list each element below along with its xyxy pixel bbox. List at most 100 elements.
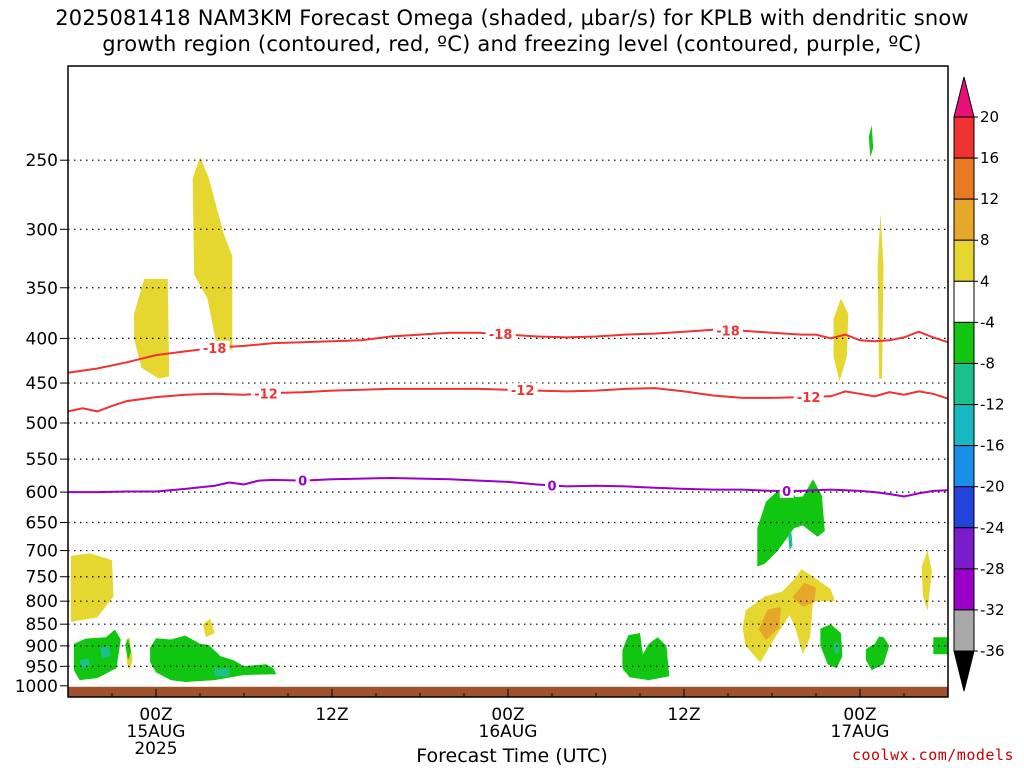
omega-region-21 bbox=[100, 645, 111, 659]
xtick-label-0-2: 2025 bbox=[134, 739, 177, 759]
contour-label-0-0: -18 bbox=[203, 342, 227, 357]
xtick-label-0-0: 00Z bbox=[139, 705, 172, 725]
xtick-label-3-0: 12Z bbox=[667, 705, 700, 725]
ytick-label-550: 550 bbox=[26, 450, 58, 470]
xtick-label-4-1: 17AUG bbox=[831, 722, 890, 742]
xtick-label-2-0: 00Z bbox=[491, 705, 524, 725]
omega-region-15 bbox=[757, 479, 825, 567]
colorbar-swatch-8 bbox=[953, 445, 975, 488]
colorbar-label-7: -12 bbox=[980, 396, 1005, 414]
y-axis-ticks: 2503003504004505005506006507007508008509… bbox=[15, 151, 68, 697]
contour-label-bg-1-2 bbox=[793, 389, 824, 404]
colorbar-swatch-3 bbox=[953, 239, 975, 282]
omega-region-23 bbox=[788, 529, 793, 551]
ytick-label-300: 300 bbox=[26, 220, 58, 240]
colorbar-label-3: 8 bbox=[980, 231, 990, 249]
contour-line-2 bbox=[68, 476, 949, 498]
omega-region-3 bbox=[202, 618, 215, 638]
omega-region-8 bbox=[742, 569, 836, 663]
omega-colorbar: 20 16 12 8 4 -4 -8 -12 -16 -20 -24 -28 -32 -36 bbox=[953, 76, 1005, 692]
ytick-label-250: 250 bbox=[26, 151, 58, 171]
colorbar-swatch-5 bbox=[953, 321, 975, 364]
colorbar-label-5: -4 bbox=[980, 313, 995, 331]
ytick-label-600: 600 bbox=[26, 483, 58, 503]
colorbar-swatch-10 bbox=[953, 527, 975, 570]
colorbar-swatch-4 bbox=[953, 280, 975, 323]
xtick-label-2-1: 16AUG bbox=[479, 722, 538, 742]
colorbar-label-13: -36 bbox=[980, 642, 1005, 660]
contour-label-0-1: -18 bbox=[489, 328, 513, 343]
colorbar-label-10: -24 bbox=[980, 519, 1005, 537]
contour-line-0 bbox=[67, 328, 949, 374]
omega-region-1 bbox=[134, 279, 170, 379]
contour-label-bg-2-2 bbox=[779, 483, 794, 498]
ytick-label-850: 850 bbox=[26, 615, 58, 635]
temperature-contours: -18 -18 -18 -12 -12 -12 0 0 0 bbox=[67, 323, 949, 500]
contour-label-bg-1-0 bbox=[251, 386, 281, 401]
omega-region-17 bbox=[865, 636, 890, 671]
ytick-label-950: 950 bbox=[26, 657, 58, 677]
colorbar-label-11: -28 bbox=[980, 560, 1005, 578]
xtick-label-4-0: 00Z bbox=[843, 705, 876, 725]
colorbar-swatch-11 bbox=[953, 568, 975, 611]
contour-label-1-1: -12 bbox=[511, 384, 535, 399]
contour-label-1-2: -12 bbox=[797, 391, 821, 406]
colorbar-swatch-7 bbox=[953, 404, 975, 447]
ytick-label-1000: 1000 bbox=[15, 677, 58, 697]
colorbar-swatch-0 bbox=[953, 116, 975, 159]
x-axis-label: Forecast Time (UTC) bbox=[416, 745, 608, 767]
ytick-label-800: 800 bbox=[26, 592, 58, 612]
colorbar-swatch-9 bbox=[953, 486, 975, 529]
contour-label-bg-0-0 bbox=[199, 340, 230, 355]
colorbar-top-arrow bbox=[953, 76, 975, 118]
omega-region-13 bbox=[150, 635, 277, 682]
contour-label-bg-0-2 bbox=[713, 323, 743, 338]
omega-region-0 bbox=[70, 553, 114, 622]
ytick-label-400: 400 bbox=[26, 329, 58, 349]
contour-label-bg-0-1 bbox=[485, 327, 516, 342]
omega-region-7 bbox=[921, 550, 932, 611]
omega-region-22 bbox=[214, 668, 230, 677]
colorbar-label-6: -8 bbox=[980, 354, 995, 372]
contour-label-bg-2-0 bbox=[295, 473, 310, 488]
colorbar-label-1: 16 bbox=[980, 149, 999, 167]
contour-label-2-1: 0 bbox=[547, 479, 556, 494]
colorbar-label-8: -16 bbox=[980, 437, 1005, 455]
omega-region-10 bbox=[792, 582, 816, 607]
omega-region-12 bbox=[125, 638, 132, 661]
ytick-label-450: 450 bbox=[26, 374, 58, 394]
ytick-label-650: 650 bbox=[26, 513, 58, 533]
omega-shading bbox=[70, 125, 948, 682]
site-credit[interactable]: coolwx.com/models bbox=[851, 746, 1014, 764]
ytick-label-500: 500 bbox=[26, 414, 58, 434]
contour-label-bg-1-1 bbox=[507, 383, 538, 398]
colorbar-swatch-1 bbox=[953, 157, 975, 200]
colorbar-label-12: -32 bbox=[980, 601, 1005, 619]
colorbar-label-0: 20 bbox=[980, 108, 999, 126]
omega-region-18 bbox=[933, 637, 948, 655]
omega-region-14 bbox=[622, 633, 670, 681]
colorbar-swatch-12 bbox=[953, 609, 975, 652]
contour-label-2-2: 0 bbox=[782, 485, 791, 500]
ytick-label-750: 750 bbox=[26, 568, 58, 588]
omega-region-19 bbox=[868, 125, 874, 158]
omega-region-11 bbox=[73, 629, 121, 681]
omega-region-9 bbox=[758, 606, 781, 640]
contour-label-bg-2-1 bbox=[545, 478, 559, 493]
pressure-gridlines bbox=[68, 159, 948, 667]
omega-region-5 bbox=[833, 298, 849, 382]
colorbar-label-2: 12 bbox=[980, 190, 999, 208]
colorbar-label-9: -20 bbox=[980, 478, 1005, 496]
contour-label-2-0: 0 bbox=[298, 475, 307, 490]
colorbar-bottom-arrow bbox=[953, 650, 975, 692]
xtick-label-0-1: 15AUG bbox=[127, 722, 186, 742]
colorbar-swatch-2 bbox=[953, 198, 975, 241]
omega-region-2 bbox=[192, 157, 233, 350]
chart-title-line-2: growth region (contoured, red, ºC) and f… bbox=[102, 32, 922, 56]
omega-region-24 bbox=[833, 641, 840, 655]
ytick-label-900: 900 bbox=[26, 637, 58, 657]
ytick-label-700: 700 bbox=[26, 542, 58, 562]
chart-title-line-1: 2025081418 NAM3KM Forecast Omega (shaded… bbox=[55, 6, 969, 30]
